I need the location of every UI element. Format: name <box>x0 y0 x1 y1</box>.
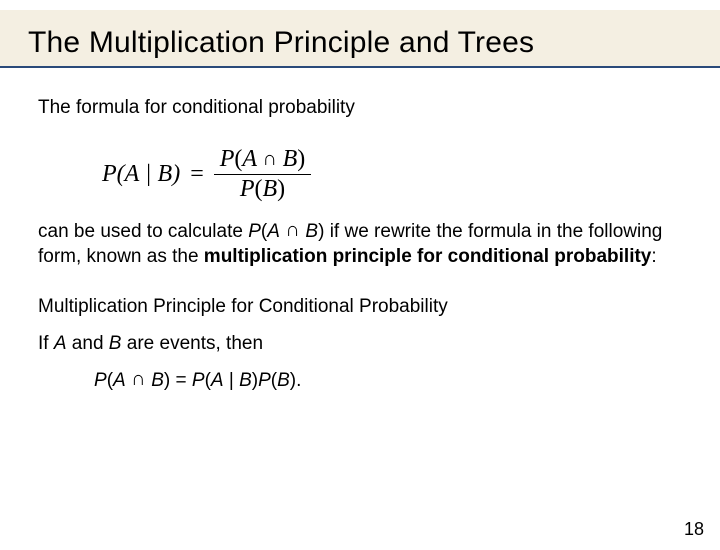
var-a: A <box>267 221 280 242</box>
text-segment: are events, then <box>121 333 263 354</box>
var-a: A <box>113 370 126 391</box>
intersection-symbol: ∩ <box>257 148 283 170</box>
var-b: B <box>239 370 252 391</box>
var-b: B <box>305 221 318 242</box>
var-p: P <box>102 161 117 187</box>
principle-equation: P(A ∩ B) = P(A | B)P(B). <box>38 368 682 394</box>
equals-sign: = <box>170 370 192 391</box>
var-b: B <box>151 370 164 391</box>
paren-close: ). <box>290 370 302 391</box>
formula-lhs: P(A | B) <box>102 161 180 188</box>
paren-close: ) <box>172 161 180 187</box>
text-segment: : <box>651 246 656 267</box>
text-segment: and <box>67 333 109 354</box>
text-segment: If <box>38 333 54 354</box>
page-number: 18 <box>684 519 704 540</box>
intro-text: The formula for conditional probability <box>38 96 682 120</box>
bar: | <box>224 370 240 391</box>
paren-close: ) <box>277 176 285 202</box>
intersection-symbol: ∩ <box>126 368 152 390</box>
paren-close: ) <box>297 146 305 172</box>
var-p: P <box>192 370 205 391</box>
slide-title: The Multiplication Principle and Trees <box>0 22 720 68</box>
slide-content: The formula for conditional probability … <box>0 68 720 393</box>
var-p: P <box>240 176 255 202</box>
denominator: P(B) <box>234 175 291 203</box>
paren-open: ( <box>117 161 125 187</box>
var-p: P <box>248 221 261 242</box>
principle-condition: If A and B are events, then <box>38 332 682 356</box>
var-a: A <box>242 146 257 172</box>
var-p: P <box>258 370 271 391</box>
principle-heading: Multiplication Principle for Conditional… <box>38 295 682 319</box>
var-b: B <box>277 370 290 391</box>
multiplication-principle-block: Multiplication Principle for Conditional… <box>38 295 682 393</box>
var-b: B <box>158 161 173 187</box>
var-b: B <box>109 333 122 354</box>
var-p: P <box>220 146 235 172</box>
var-a: A <box>211 370 224 391</box>
numerator: P(A ∩ B) <box>214 146 312 174</box>
equals-sign: = <box>190 161 204 188</box>
intersection-symbol: ∩ <box>280 219 306 241</box>
bold-term: multiplication principle for conditional… <box>204 246 652 267</box>
conditional-probability-formula: P(A | B) = P(A ∩ B) P(B) <box>38 132 682 219</box>
var-a: A <box>125 161 139 187</box>
var-b: B <box>283 146 298 172</box>
var-p: P <box>94 370 107 391</box>
bar: | <box>139 161 158 187</box>
var-a: A <box>54 333 67 354</box>
text-segment: can be used to calculate <box>38 221 248 242</box>
var-b: B <box>262 176 277 202</box>
explanation-text: can be used to calculate P(A ∩ B) if we … <box>38 219 682 269</box>
fraction: P(A ∩ B) P(B) <box>214 146 312 203</box>
title-band: The Multiplication Principle and Trees <box>0 10 720 68</box>
formula: P(A | B) = P(A ∩ B) P(B) <box>102 146 311 203</box>
